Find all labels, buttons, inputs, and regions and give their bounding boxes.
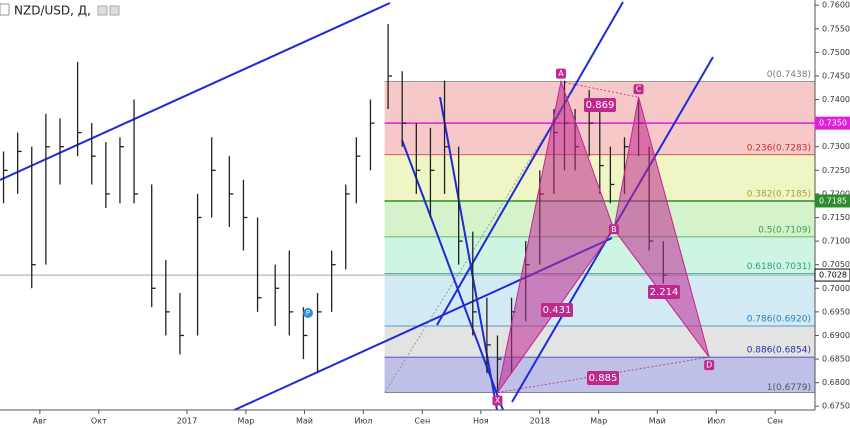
pattern-point-badge: [555, 68, 566, 79]
ratio-label: 0.869: [586, 100, 615, 111]
y-tick-label: 0.7550: [822, 24, 850, 33]
y-tick-label: 0.6750: [822, 402, 850, 411]
x-tick-label: Мар: [590, 417, 607, 426]
trend-line: [436, 1, 624, 326]
ratio-label: 0.885: [589, 373, 618, 384]
y-tick-label: 0.6850: [822, 355, 850, 364]
pattern-point-badge: [704, 360, 715, 371]
price-axis-bg: [815, 0, 850, 428]
y-tick-label: 0.7250: [822, 166, 850, 175]
y-tick-label: 0.6950: [822, 307, 850, 316]
pattern-ratio-line: [560, 81, 639, 98]
x-tick-label: Май: [649, 417, 666, 426]
pattern-point-label: D: [706, 361, 712, 370]
fib-label: 0.886(0.6854): [747, 346, 811, 356]
ratio-badge: [541, 303, 573, 317]
ratio-badge: [584, 98, 616, 112]
fib-label: 0.236(0.7283): [747, 143, 811, 153]
fib-label: 0.382(0.7185): [747, 189, 811, 199]
y-tick-label: 0.7500: [822, 48, 850, 57]
pattern-point-label: C: [636, 85, 642, 94]
symbol-title: NZD/USD, Д,: [14, 4, 91, 18]
y-tick-label: 0.7150: [822, 213, 850, 222]
event-marker-icon: P: [306, 309, 310, 317]
price-badge-label: 0.7028: [819, 271, 847, 280]
pattern-point-badge: [608, 224, 619, 235]
ratio-badge: [648, 285, 680, 299]
x-tick-label: Окт: [91, 417, 107, 426]
y-tick-label: 0.7400: [822, 95, 850, 104]
pattern-point-label: X: [495, 396, 501, 405]
fib-label: 0(0.7438): [767, 70, 811, 80]
x-tick-label: Июл: [707, 417, 725, 426]
x-tick-label: Авг: [33, 417, 47, 426]
x-tick-label: Сен: [414, 417, 430, 426]
fib-label: 1(0.6779): [767, 383, 811, 393]
close-button[interactable]: [109, 5, 120, 16]
y-tick-label: 0.7200: [822, 189, 850, 198]
y-tick-label: 0.7300: [822, 142, 850, 151]
ratio-label: 2.214: [650, 287, 679, 298]
x-tick-label: Ноя: [473, 417, 489, 426]
x-tick-label: Мар: [237, 417, 254, 426]
fib-label: 0.5(0.7109): [758, 225, 811, 235]
settings-button[interactable]: [97, 5, 108, 16]
price-badge: [814, 268, 850, 282]
axes: 0.6750 0.6800 0.6850 0.6900 0.6950 0.7000 0.70…: [33, 1, 850, 426]
price-badge: [814, 116, 850, 130]
collapse-button[interactable]: [0, 3, 10, 16]
x-tick-label: Сен: [767, 417, 783, 426]
harmonic-pattern: X A B C D 0.869 0.431 2.214 0.885: [492, 68, 715, 406]
pattern-point-badge: [492, 395, 503, 406]
y-tick-label: 0.7050: [822, 260, 850, 269]
x-tick-label: Июл: [354, 417, 372, 426]
price-badge-label: 0.7185: [819, 196, 847, 205]
pattern-ratio-line: [613, 229, 710, 358]
pattern-point-label: A: [558, 69, 564, 78]
fib-band: [384, 326, 815, 358]
y-tick-label: 0.7600: [822, 1, 850, 10]
y-tick-label: 0.6800: [822, 378, 850, 387]
y-tick-label: 0.7450: [822, 71, 850, 80]
x-tick-label: Май: [296, 417, 313, 426]
y-tick-label: 0.7000: [822, 284, 850, 293]
pattern-point-label: B: [611, 225, 617, 234]
price-badge: [814, 194, 850, 208]
x-tick-label: 2018: [530, 417, 550, 426]
time-axis-bg: [0, 410, 815, 428]
trend-line: [0, 2, 391, 181]
y-tick-label: 0.7100: [822, 237, 850, 246]
y-tick-label: 0.6900: [822, 331, 850, 340]
trend-line: [401, 139, 504, 411]
x-tick-label: 2017: [177, 417, 197, 426]
fib-label: 0.786(0.6920): [747, 315, 811, 325]
event-marker: [303, 308, 313, 318]
fib-label: 0.618(0.7031): [747, 262, 811, 272]
ratio-badge: [587, 371, 619, 385]
pattern-point-badge: [633, 84, 644, 95]
ratio-label: 0.431: [543, 305, 572, 316]
price-badge-label: 0.7350: [819, 119, 847, 128]
